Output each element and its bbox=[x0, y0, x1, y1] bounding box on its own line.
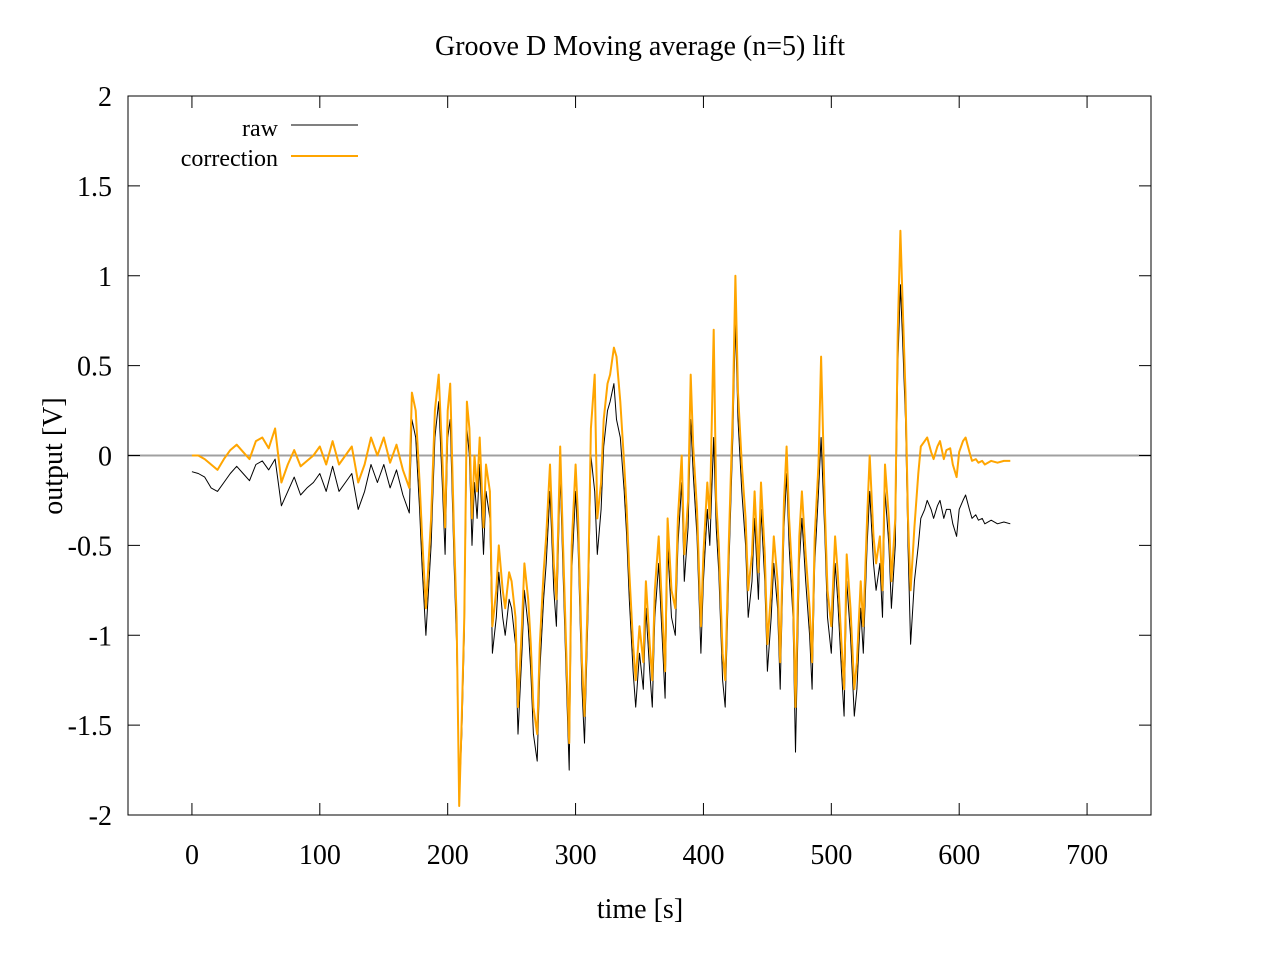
y-tick-label: 0.5 bbox=[77, 352, 112, 383]
y-tick-label: 1.5 bbox=[77, 172, 112, 203]
x-tick-label: 100 bbox=[299, 840, 341, 871]
y-tick-label: 1 bbox=[98, 262, 112, 293]
y-tick-label: 2 bbox=[98, 82, 112, 113]
x-axis-label: time [s] bbox=[597, 894, 683, 925]
legend: raw correction bbox=[181, 116, 358, 172]
x-tick-label: 600 bbox=[938, 840, 980, 871]
y-tick-label: -1 bbox=[89, 621, 112, 652]
y-tick-label: -0.5 bbox=[68, 531, 112, 562]
x-tick-label: 700 bbox=[1066, 840, 1108, 871]
series-line-correction bbox=[191, 229, 1011, 807]
y-tick-label: -2 bbox=[89, 801, 112, 832]
x-tick-label: 300 bbox=[555, 840, 597, 871]
chart-title: Groove D Moving average (n=5) lift bbox=[435, 31, 845, 62]
y-tick-label: -1.5 bbox=[68, 711, 112, 742]
y-tick-label: 0 bbox=[98, 442, 112, 473]
x-tick-label: 0 bbox=[185, 840, 199, 871]
x-tick-label: 400 bbox=[682, 840, 724, 871]
legend-label-correction: correction bbox=[181, 146, 278, 172]
x-tick-label: 500 bbox=[810, 840, 852, 871]
y-axis-label: output [V] bbox=[38, 397, 69, 514]
legend-label-raw: raw bbox=[242, 116, 279, 142]
series-line-raw bbox=[191, 284, 1011, 798]
x-tick-label: 200 bbox=[427, 840, 469, 871]
